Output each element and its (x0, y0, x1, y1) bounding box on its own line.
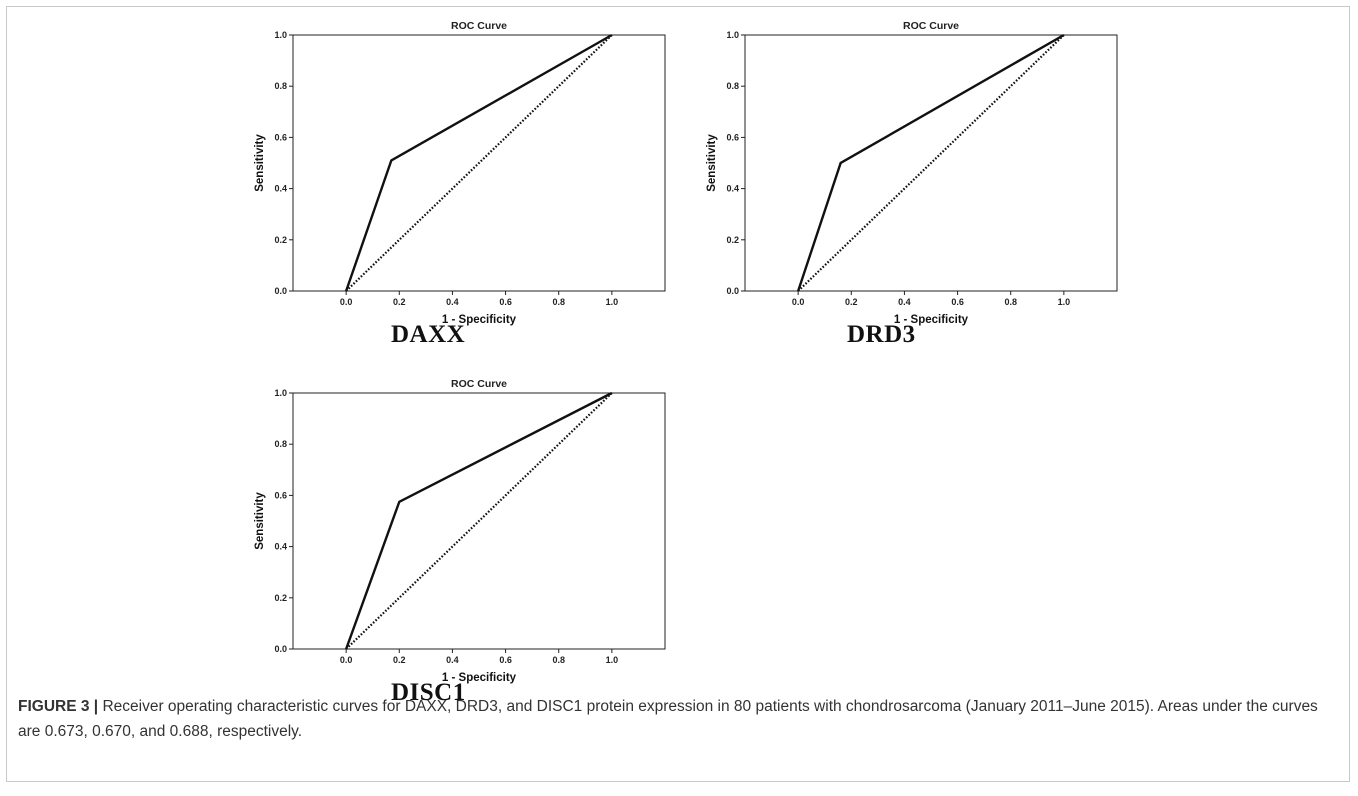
chart-title: ROC Curve (451, 378, 507, 390)
plot-frame (744, 34, 1118, 292)
panel-label-drd3: DRD3 (847, 321, 916, 348)
y-axis-title: Sensitivity (254, 134, 266, 192)
y-tick-label: 0.4 (274, 184, 287, 194)
roc-curve-line (345, 391, 613, 650)
y-tick-label: 0.0 (274, 644, 287, 654)
figure-frame: ROC Curve 0.0 0.2 0.4 0.6 0.8 1.0 0.0 0.2 0.4 0.6 0… (6, 6, 1350, 782)
roc-chart-disc1: ROC Curve 0.0 0.2 0.4 0.6 0.8 1.0 0.0 0.2 0.4 0.6 0… (254, 378, 666, 684)
reference-diagonal-line (345, 34, 613, 292)
y-tick-label: 0.0 (726, 286, 739, 296)
roc-panel-drd3: ROC Curve 0.0 0.2 0.4 0.6 0.8 1.0 0.0 0.2 0.4 0.6 0… (693, 15, 1133, 349)
y-axis-title: Sensitivity (254, 492, 266, 550)
x-tick-label: 1.0 (1058, 297, 1071, 307)
roc-chart-drd3: ROC Curve 0.0 0.2 0.4 0.6 0.8 1.0 0.0 0.2 0.4 0.6 0… (706, 20, 1118, 326)
x-tick-label: 0.4 (898, 297, 911, 307)
x-tick-label: 1.0 (606, 655, 619, 665)
y-tick-label: 0.6 (274, 490, 287, 500)
x-tick-label: 0.8 (1004, 297, 1017, 307)
roc-panel-daxx: ROC Curve 0.0 0.2 0.4 0.6 0.8 1.0 0.0 0.2 0.4 0.6 0… (241, 15, 681, 349)
y-tick-label: 0.8 (274, 81, 287, 91)
x-tick-label: 0.0 (792, 297, 805, 307)
x-tick-label: 0.6 (951, 297, 964, 307)
caption-figure-number: FIGURE 3 | (18, 698, 99, 715)
y-tick-label: 0.6 (726, 132, 739, 142)
plot-frame (292, 392, 666, 650)
y-axis-title: Sensitivity (706, 134, 718, 192)
y-tick-label: 1.0 (726, 30, 739, 40)
roc-panel-disc1: ROC Curve 0.0 0.2 0.4 0.6 0.8 1.0 0.0 0.2 0.4 0.6 0… (241, 373, 681, 707)
y-tick-label: 0.8 (726, 81, 739, 91)
y-tick-label: 0.4 (726, 184, 739, 194)
x-tick-label: 0.8 (552, 297, 565, 307)
x-tick-label: 0.4 (446, 297, 459, 307)
x-tick-label: 0.4 (446, 655, 459, 665)
figure-caption: FIGURE 3 | Receiver operating characteri… (18, 694, 1338, 744)
y-tick-label: 1.0 (274, 388, 287, 398)
y-tick-label: 1.0 (274, 30, 287, 40)
caption-text: Receiver operating characteristic curves… (18, 698, 1318, 740)
y-tick-label: 0.2 (274, 593, 287, 603)
reference-diagonal-line (345, 392, 613, 650)
chart-title: ROC Curve (903, 20, 959, 32)
x-tick-label: 0.8 (552, 655, 565, 665)
x-axis-title: 1 - Specificity (442, 314, 517, 326)
panel-label-daxx: DAXX (391, 321, 466, 348)
x-tick-label: 0.2 (393, 655, 406, 665)
y-tick-label: 0.6 (274, 132, 287, 142)
roc-curve-line (797, 33, 1065, 292)
reference-diagonal-line (797, 34, 1065, 292)
plot-frame (292, 34, 666, 292)
panel-label-disc1: DISC1 (391, 679, 466, 706)
x-tick-label: 1.0 (606, 297, 619, 307)
x-tick-label: 0.6 (499, 297, 512, 307)
y-tick-label: 0.2 (274, 235, 287, 245)
x-axis-title: 1 - Specificity (894, 314, 969, 326)
x-tick-label: 0.6 (499, 655, 512, 665)
y-tick-label: 0.8 (274, 439, 287, 449)
chart-title: ROC Curve (451, 20, 507, 32)
x-tick-label: 0.2 (393, 297, 406, 307)
x-tick-label: 0.2 (845, 297, 858, 307)
x-tick-label: 0.0 (340, 297, 353, 307)
roc-chart-daxx: ROC Curve 0.0 0.2 0.4 0.6 0.8 1.0 0.0 0.2 0.4 0.6 0… (254, 20, 666, 326)
y-tick-label: 0.4 (274, 542, 287, 552)
y-tick-label: 0.0 (274, 286, 287, 296)
y-tick-label: 0.2 (726, 235, 739, 245)
x-axis-title: 1 - Specificity (442, 672, 517, 684)
x-tick-label: 0.0 (340, 655, 353, 665)
roc-curve-line (345, 33, 613, 292)
